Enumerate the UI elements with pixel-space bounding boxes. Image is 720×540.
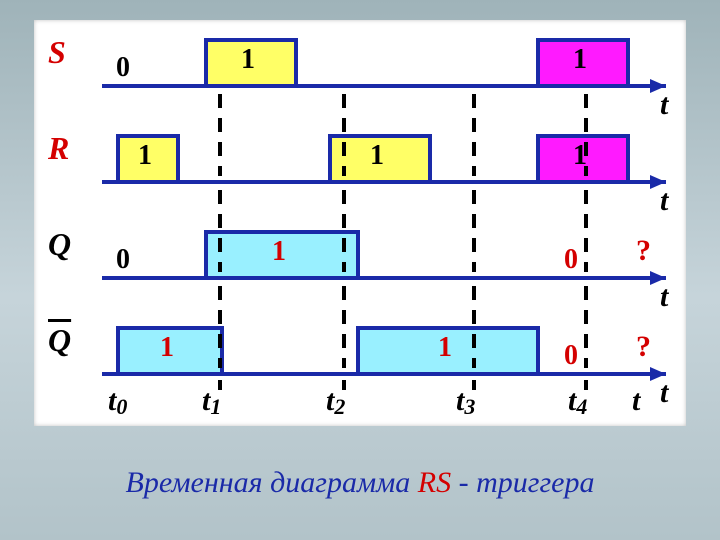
time-tick-0: t0 bbox=[108, 384, 127, 420]
signal-text: 0 bbox=[116, 244, 130, 276]
signal-label-2: Q bbox=[48, 226, 71, 263]
time-tick-3: t3 bbox=[456, 384, 475, 420]
signal-label-1: R bbox=[48, 130, 69, 167]
pulse-label: 1 bbox=[573, 44, 587, 76]
time-axis-end-label: t bbox=[632, 384, 640, 418]
question-mark: ? bbox=[636, 234, 651, 268]
pulse-label: 1 bbox=[272, 236, 286, 268]
axis-t-label: t bbox=[660, 88, 668, 122]
caption: Временная диаграмма RS - триггера bbox=[0, 466, 720, 500]
pulse-label: 1 bbox=[241, 44, 255, 76]
time-tick-4: t4 bbox=[568, 384, 587, 420]
pulse-label: 1 bbox=[370, 140, 384, 172]
signal-label-3: Q bbox=[48, 322, 71, 359]
axis-t-label: t bbox=[660, 376, 668, 410]
signal-text: 0 bbox=[564, 340, 578, 372]
caption-highlight: RS bbox=[418, 466, 451, 499]
signal-text: 0 bbox=[564, 244, 578, 276]
pulse-label: 1 bbox=[438, 332, 452, 364]
pulse-label: 1 bbox=[138, 140, 152, 172]
caption-prefix: Временная диаграмма bbox=[126, 466, 418, 499]
axis-t-label: t bbox=[660, 184, 668, 218]
caption-suffix: - триггера bbox=[451, 466, 594, 499]
pulse-label: 1 bbox=[160, 332, 174, 364]
signal-text: 0 bbox=[116, 52, 130, 84]
signal-label-0: S bbox=[48, 34, 66, 71]
timing-diagram-svg bbox=[34, 20, 686, 426]
question-mark: ? bbox=[636, 330, 651, 364]
time-tick-2: t2 bbox=[326, 384, 345, 420]
timing-diagram-card: t S 1 1 0 t R 1 1 1 t Q 1 0 0? t Q 1 1 0? t0 t1 t2 t3 t4 t bbox=[34, 20, 686, 426]
time-tick-1: t1 bbox=[202, 384, 221, 420]
axis-t-label: t bbox=[660, 280, 668, 314]
pulse-label: 1 bbox=[573, 140, 587, 172]
